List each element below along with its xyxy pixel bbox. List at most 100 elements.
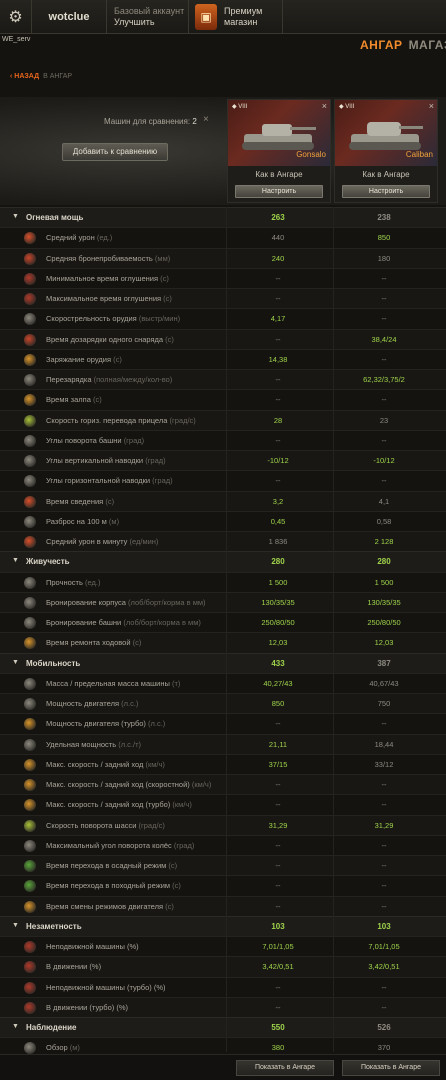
stat-value-2: -- [381,435,387,445]
close-icon[interactable]: × [203,114,209,125]
stat-unit: (с) [132,638,142,648]
stat-row: Углы горизонтальной наводки (град) -- -- [0,470,446,490]
stat-unit: (ед/мин) [129,537,159,546]
stat-label: Время ремонта ходовой (с) [46,638,141,647]
category-value-2: 238 [377,213,391,222]
column-divider [333,207,334,1052]
premium-shop-line1: Премиум [224,6,263,16]
stat-value-2: 250/80/50 [367,618,401,627]
stat-value-1: 440 [271,233,285,243]
stat-value-1: 850 [271,699,285,708]
add-to-compare-button[interactable]: Добавить к сравнению [62,143,168,161]
stat-label: В движении (турбо) (%) [46,1003,128,1012]
stat-name: Разброс на 100 м [46,516,107,526]
stat-label: Бронирование корпуса (лоб/борт/корма в м… [46,598,206,607]
stat-label: Макс. скорость / задний ход (км/ч) [46,760,165,769]
footer: Показать в Ангаре Показать в Ангаре [0,1054,446,1080]
category-label: Огневая мощь [26,213,84,222]
stat-value-1: 0,45 [270,516,286,526]
stat-value-2: -- [381,476,387,486]
rate-of-fire-icon [24,313,36,326]
category-row: ▼ Наблюдение 550 526 [0,1017,446,1038]
stat-unit: (град) [145,456,166,465]
chevron-down-icon[interactable]: ▼ [12,658,19,666]
stat-label: Бронирование башни (лоб/борт/корма в мм) [46,618,201,627]
stat-unit: (полная/между/кол-во) [93,375,173,384]
close-icon[interactable]: × [428,101,434,111]
stat-value-1: 380 [271,1043,285,1053]
tab-hangar[interactable]: АНГАР [360,38,403,52]
engine-power-icon [24,698,36,710]
weight-icon [24,677,36,690]
chevron-down-icon[interactable]: ▼ [12,557,19,565]
stat-row: Углы вертикальной наводки (град) -10/12 -1… [0,450,446,471]
account-status[interactable]: Базовый аккаунт Улучшить [114,6,184,28]
stat-unit: (ед.) [96,233,113,243]
configure-button[interactable]: Настроить [342,185,430,198]
stat-label: Время залпа (с) [46,395,102,404]
category-row: ▼ Огневая мощь 263 238 [0,207,446,228]
stat-row: Бронирование башни (лоб/борт/корма в мм)… [0,612,446,632]
stat-unit: (с) [165,901,174,911]
stat-value-1: -- [275,273,281,283]
username[interactable]: wotclue [32,0,107,34]
tier-label: VIII [238,104,248,110]
close-icon[interactable]: × [321,101,327,111]
stat-value-1: -- [275,719,281,729]
tab-shop[interactable]: МАГАЗ [408,38,446,52]
stat-value-2: 3,42/0,51 [368,962,400,972]
turret-armor-icon [24,617,36,629]
stat-row: Удельная мощность (л.с./т) 21,11 18,44 [0,733,446,754]
stat-value-1: -- [275,901,281,911]
stat-value-1: 3,2 [272,496,284,506]
stat-unit: (м) [69,1043,80,1053]
chevron-down-icon[interactable]: ▼ [12,921,19,929]
stat-value-2: -- [381,294,387,303]
stat-label: Неподвижной машины (турбо) (%) [46,983,166,992]
chevron-down-icon[interactable]: ▼ [12,1023,19,1030]
stat-value-2: 62,32/3,75/2 [363,375,405,384]
show-in-hangar-button[interactable]: Показать в Ангаре [342,1060,440,1076]
gear-icon[interactable]: ⚙ [0,0,32,34]
upgrade-link[interactable]: Улучшить [114,17,155,27]
stat-row: Средний урон (ед.) 440 850 [0,227,446,247]
stat-label: Перезарядка (полная/между/кол-во) [46,375,172,384]
stat-value-2: -- [381,982,387,992]
top-bar: ⚙ wotclue Базовый аккаунт Улучшить ▣ Пре… [0,0,446,34]
configure-button[interactable]: Настроить [235,185,323,198]
stat-value-2: -- [381,719,387,729]
chevron-down-icon[interactable]: ▼ [12,213,19,220]
stat-value-2: 40,67/43 [369,678,399,688]
stat-row: Макс. скорость / задний ход (км/ч) 37/15 3… [0,753,446,774]
shop-icon[interactable]: ▣ [195,4,217,30]
stat-value-1: -- [275,861,281,870]
stat-row: Макс. скорость / задний ход (турбо) (км/… [0,794,446,814]
stat-value-2: -- [381,800,387,810]
stat-label: Средний урон (ед.) [46,233,112,242]
show-in-hangar-button[interactable]: Показать в Ангаре [236,1060,334,1076]
stat-row: Макс. скорость / задний ход (скоростной)… [0,774,446,795]
stat-row: Мощность двигателя (л.с.) 850 750 [0,693,446,714]
category-value-1: 103 [271,921,285,931]
stat-name: Мощность двигателя [46,699,120,708]
stat-value-1: 240 [271,253,285,263]
back-link[interactable]: ‹ НАЗАД В АНГАР [10,73,72,80]
account-type: Базовый аккаунт [114,6,185,16]
salvo-icon [24,394,36,407]
premium-shop-link[interactable]: Премиум магазин [224,6,262,28]
breadcrumb: В АНГАР [43,73,73,80]
stat-unit: (с) [105,496,115,506]
stun-max-icon [24,293,36,305]
stat-value-1: -- [275,881,281,891]
stat-value-2: -- [381,861,387,870]
stat-name: Минимальное время оглушения [46,273,159,283]
dispersion-icon [24,515,36,528]
stat-value-1: 14,38 [268,354,288,364]
stat-name: Скорость поворота шасси [46,820,137,830]
compare-count-label: Машин для сравнения: [104,117,191,126]
category-value-2: 387 [377,658,391,668]
stat-unit: (град) [152,476,173,486]
stat-label: Удельная мощность (л.с./т) [46,740,141,749]
compare-count-value: 2 [192,117,197,126]
tank-icon [349,122,423,150]
